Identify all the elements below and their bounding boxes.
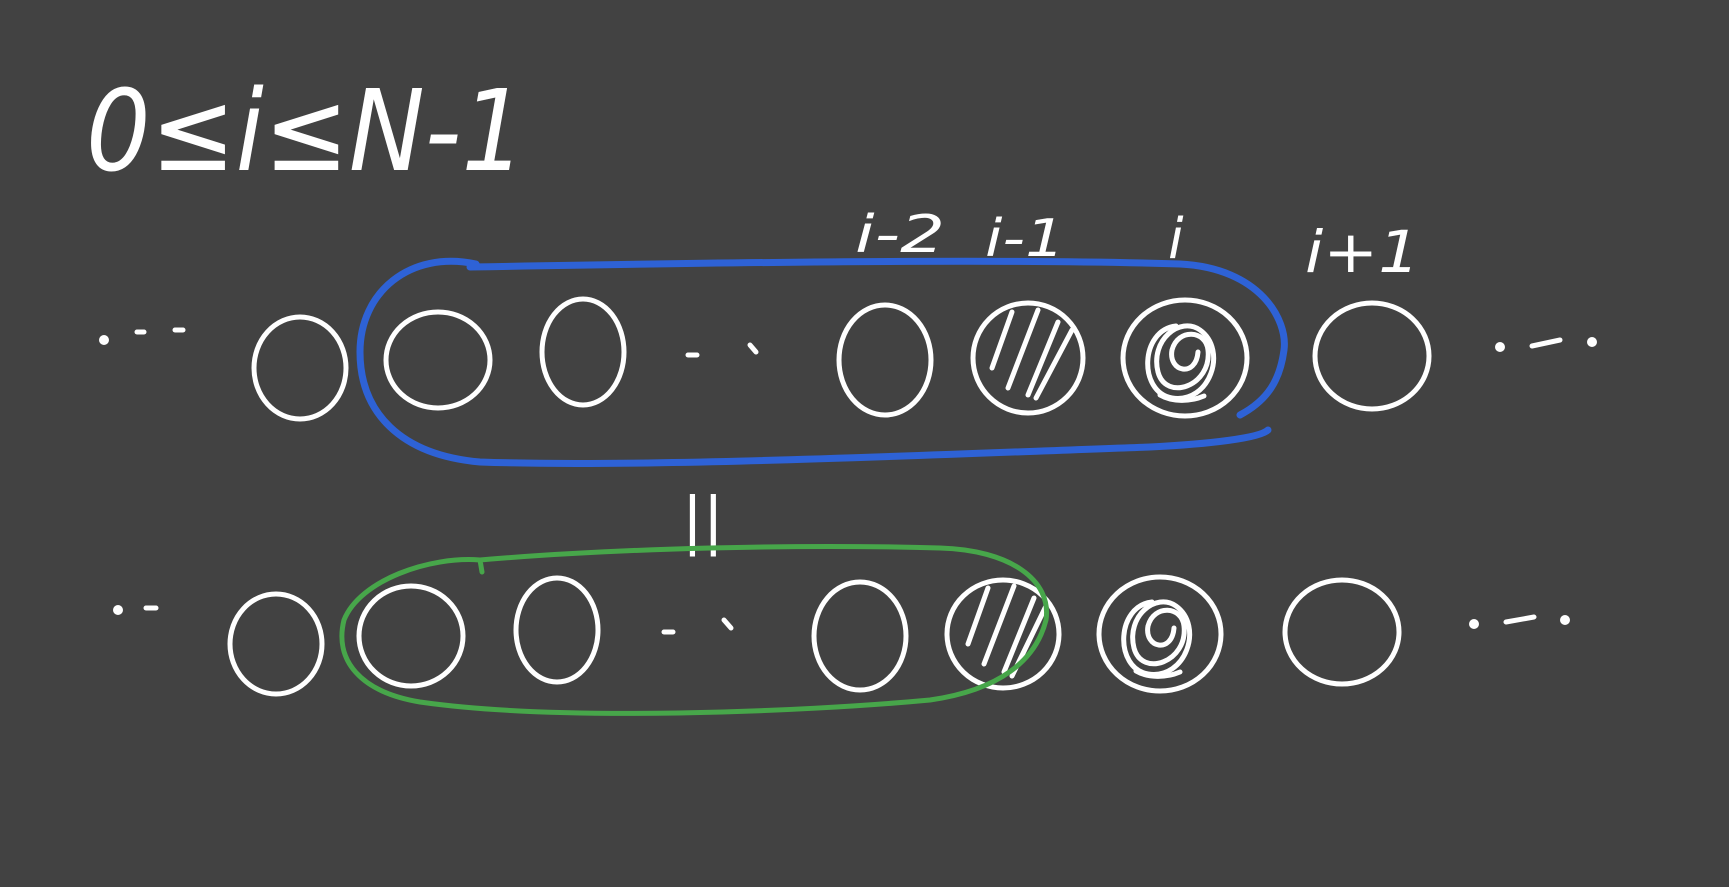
node-hatched (970, 300, 1086, 416)
node-circle (251, 314, 349, 422)
node-circle (1312, 300, 1432, 412)
ellipsis-dash (1503, 614, 1537, 625)
node-spiral (1096, 574, 1224, 694)
node-circle (513, 575, 601, 685)
lower-node-row (113, 544, 1570, 716)
node-circle (811, 579, 909, 693)
node-circle (539, 296, 627, 408)
condition-label: 0≤i≤N-1 (86, 67, 526, 197)
ellipsis-dash (721, 617, 734, 631)
ellipsis-dot (113, 605, 123, 615)
index-label-i: i (1168, 207, 1184, 272)
ellipsis-dot (1560, 615, 1570, 625)
upper-window-loop (356, 257, 1288, 467)
ellipsis-dot (1587, 337, 1597, 347)
lower-window-loop (339, 544, 1050, 716)
node-circle (836, 302, 934, 418)
ellipsis-dot (1469, 619, 1479, 629)
ellipsis-dot (1495, 342, 1505, 352)
ellipsis-dash (747, 342, 759, 355)
index-label-i-minus-2: i-2 (855, 205, 945, 265)
index-label-i-plus-1: i+1 (1305, 218, 1420, 286)
node-circle (1282, 577, 1402, 687)
upper-node-row (99, 257, 1597, 467)
node-spiral (1120, 297, 1250, 419)
node-circle (227, 591, 325, 697)
ellipsis-dash (1529, 337, 1563, 349)
node-circle (383, 309, 493, 411)
node-circle (356, 583, 466, 689)
ellipsis-dot (99, 335, 109, 345)
